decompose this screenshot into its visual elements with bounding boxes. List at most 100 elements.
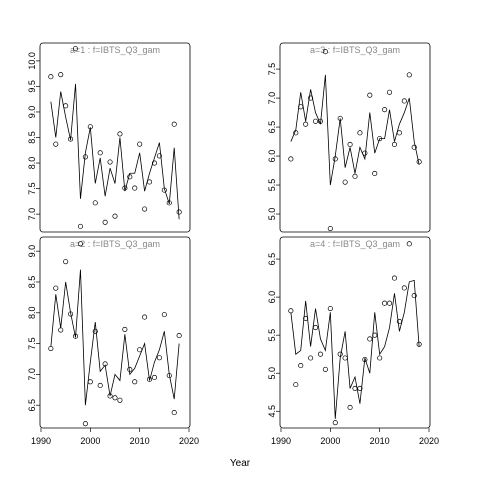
y-tick-label: 7.0 <box>27 208 37 221</box>
data-point <box>342 179 348 185</box>
data-point <box>112 395 118 401</box>
data-point <box>127 366 133 373</box>
data-point <box>322 49 328 55</box>
data-point <box>156 355 162 361</box>
data-point <box>132 185 138 191</box>
data-point <box>391 275 398 281</box>
data-point <box>117 397 123 403</box>
y-tick-label: 6.5 <box>27 399 37 412</box>
fit-line <box>290 74 420 186</box>
data-point <box>372 170 378 176</box>
y-tick-label: 7.0 <box>27 368 37 381</box>
data-point <box>312 118 319 124</box>
data-point <box>298 363 304 369</box>
data-point <box>406 241 412 247</box>
data-point <box>48 74 54 80</box>
y-tick-label: 6.5 <box>267 121 277 134</box>
panel-title: a=3 : f=IBTS_Q3_gam <box>310 45 400 55</box>
y-tick-label: 8.0 <box>27 157 37 170</box>
y-tick-label: 7.5 <box>27 337 37 350</box>
data-point <box>77 241 84 247</box>
data-point <box>112 213 118 219</box>
panel: a=1 : f=IBTS_Q3_gam 7.0 7.5 8.0 8.5 9.0 9.5 10.… <box>27 42 191 233</box>
data-point <box>142 314 148 320</box>
data-point <box>97 150 103 156</box>
data-point <box>327 225 333 232</box>
data-point <box>303 121 309 127</box>
panel-border <box>39 236 191 429</box>
data-point <box>142 206 148 212</box>
y-tick-label: 7.5 <box>267 63 277 76</box>
x-tick-label: 1990 <box>31 436 51 446</box>
x-tick-label: 2010 <box>370 436 390 446</box>
data-point <box>53 285 59 291</box>
data-point <box>122 326 128 332</box>
data-point <box>92 328 98 334</box>
data-point <box>117 131 123 137</box>
data-point <box>293 382 299 388</box>
fit-line <box>290 279 420 419</box>
y-tick-label: 9.0 <box>27 106 37 119</box>
data-point <box>92 200 98 206</box>
data-point <box>382 300 388 306</box>
y-tick-label: 5.0 <box>267 367 277 380</box>
data-point <box>102 219 108 225</box>
x-tick-label: 1990 <box>271 436 291 446</box>
data-point <box>411 293 417 299</box>
y-tick-label: 5.0 <box>267 208 277 221</box>
data-point <box>308 355 314 361</box>
data-point <box>352 173 358 179</box>
panel: a=4 : f=IBTS_Q3_gam 4.5 5.0 5.5 6.0 6.5 1990 20… <box>267 236 439 446</box>
data-point <box>137 141 143 147</box>
data-point <box>386 300 393 306</box>
y-tick-label: 8.5 <box>27 276 37 289</box>
data-point <box>151 160 158 166</box>
panel-title: a=1 : f=IBTS_Q3_gam <box>70 45 160 55</box>
data-point <box>337 351 343 357</box>
data-point <box>332 420 338 426</box>
data-point <box>146 376 153 382</box>
y-tick-label: 8.0 <box>27 307 37 320</box>
data-point <box>322 366 328 372</box>
data-point <box>82 421 88 427</box>
data-point <box>411 144 417 150</box>
panel-title: a=2 : f=IBTS_Q3_gam <box>70 239 160 249</box>
x-tick-label: 2000 <box>320 436 340 446</box>
y-tick-label: 6.0 <box>267 150 277 163</box>
data-point <box>156 153 162 159</box>
x-axis-label: Year <box>230 458 251 469</box>
y-tick-label: 9.5 <box>27 80 37 93</box>
data-point <box>63 259 69 265</box>
data-point <box>48 345 54 352</box>
data-point <box>77 223 84 229</box>
y-tick-label: 7.5 <box>27 182 37 195</box>
data-point <box>151 374 158 381</box>
panel: a=3 : f=IBTS_Q3_gam 5.0 5.5 6.0 6.5 7.0 7.5 <box>267 42 431 233</box>
data-point <box>317 351 324 357</box>
x-tick-label: 2010 <box>130 436 150 446</box>
data-point <box>396 130 402 136</box>
data-point <box>357 385 363 391</box>
data-point <box>367 336 373 342</box>
panel-border <box>279 236 431 429</box>
data-point <box>406 72 412 78</box>
y-tick-label: 5.5 <box>267 329 277 342</box>
data-point <box>132 379 138 385</box>
data-point <box>342 355 348 361</box>
data-point <box>87 379 93 385</box>
x-tick-label: 2020 <box>179 436 199 446</box>
data-point <box>357 130 363 136</box>
y-tick-label: 5.5 <box>267 179 277 192</box>
y-tick-label: 9.0 <box>27 245 37 258</box>
data-point <box>367 92 373 98</box>
data-point <box>347 404 353 411</box>
data-point <box>401 285 407 291</box>
data-point <box>391 141 398 148</box>
fit-line <box>50 269 180 406</box>
y-tick-label: 7.0 <box>267 92 277 105</box>
panel: a=2 : f=IBTS_Q3_gam 6.5 7.0 7.5 8.0 8.5 9.0 199… <box>27 236 199 446</box>
data-point <box>97 382 103 389</box>
data-point <box>382 107 388 113</box>
data-point <box>386 89 393 95</box>
data-point <box>288 156 294 162</box>
